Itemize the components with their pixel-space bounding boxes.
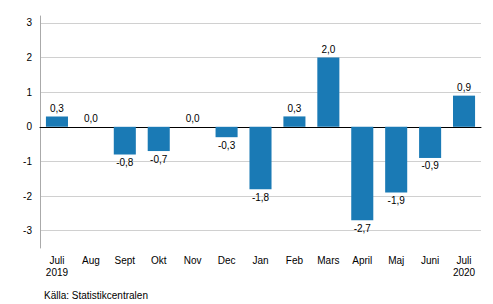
svg-text:April: April	[352, 255, 372, 266]
svg-text:0: 0	[26, 121, 32, 132]
svg-text:Aug: Aug	[82, 255, 100, 266]
svg-text:-0,8: -0,8	[116, 157, 134, 168]
svg-text:0,3: 0,3	[287, 103, 301, 114]
svg-text:-1,9: -1,9	[388, 195, 406, 206]
svg-text:Mars: Mars	[317, 255, 339, 266]
svg-text:0,3: 0,3	[50, 103, 64, 114]
svg-text:2019: 2019	[46, 267, 69, 278]
svg-text:0,9: 0,9	[457, 82, 471, 93]
svg-text:Feb: Feb	[286, 255, 304, 266]
svg-text:Nov: Nov	[184, 255, 202, 266]
svg-text:3: 3	[26, 17, 32, 28]
svg-text:Maj: Maj	[388, 255, 404, 266]
svg-text:Juni: Juni	[421, 255, 439, 266]
svg-text:2020: 2020	[453, 267, 476, 278]
svg-text:-3: -3	[23, 225, 32, 236]
svg-text:2: 2	[26, 52, 32, 63]
svg-text:-2,7: -2,7	[354, 223, 372, 234]
svg-text:0,0: 0,0	[84, 113, 98, 124]
svg-text:Jan: Jan	[252, 255, 268, 266]
svg-text:Juli: Juli	[49, 255, 64, 266]
svg-text:Sept: Sept	[115, 255, 136, 266]
svg-text:-1,8: -1,8	[252, 192, 270, 203]
svg-text:0,0: 0,0	[186, 113, 200, 124]
svg-text:1: 1	[26, 87, 32, 98]
svg-text:Dec: Dec	[218, 255, 236, 266]
svg-text:-0,9: -0,9	[421, 160, 439, 171]
svg-text:Juli: Juli	[457, 255, 472, 266]
svg-text:-1: -1	[23, 156, 32, 167]
svg-text:-0,3: -0,3	[218, 140, 236, 151]
svg-text:2,0: 2,0	[321, 44, 335, 55]
svg-text:Källa: Statistikcentralen: Källa: Statistikcentralen	[44, 290, 148, 301]
svg-text:-2: -2	[23, 191, 32, 202]
svg-text:-0,7: -0,7	[150, 154, 168, 165]
svg-text:Okt: Okt	[151, 255, 167, 266]
